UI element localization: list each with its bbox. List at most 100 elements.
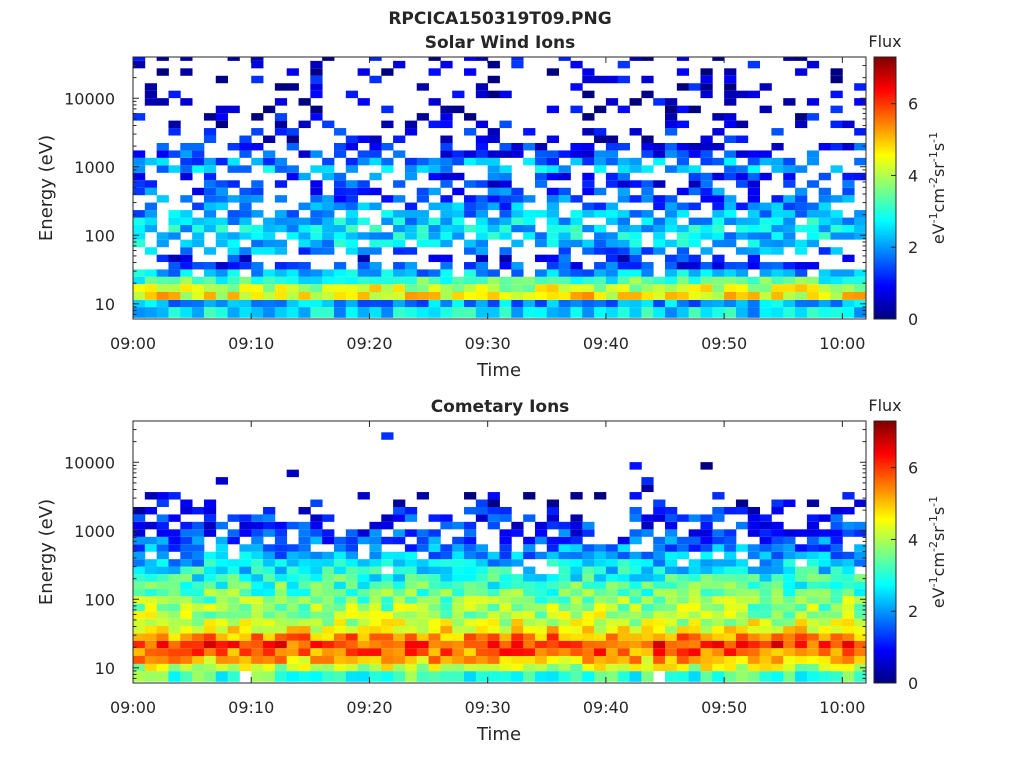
heatmap-cell [558, 671, 571, 682]
heatmap-cell [404, 165, 418, 173]
heatmap-cell [783, 232, 796, 240]
heatmap-cell [499, 566, 512, 575]
heatmap-cell [156, 640, 169, 649]
heatmap-cell [274, 640, 288, 649]
heatmap-cell [546, 656, 560, 664]
heatmap-cell [487, 187, 500, 196]
heatmap-cell [357, 671, 370, 682]
heatmap-cell [676, 574, 690, 582]
heatmap-cell [511, 618, 524, 627]
heatmap-cell [605, 581, 619, 589]
heatmap-cell [428, 157, 441, 166]
heatmap-cell [428, 596, 441, 604]
heatmap-cell [381, 514, 394, 522]
heatmap-cell [724, 120, 737, 129]
heatmap-cell [369, 247, 382, 255]
heatmap-cell [665, 239, 678, 248]
heatmap-cell [594, 559, 607, 567]
heatmap-cell [771, 499, 784, 508]
heatmap-cell [156, 611, 169, 619]
heatmap-cell [428, 633, 441, 641]
heatmap-cell [783, 292, 796, 300]
heatmap-cell [393, 566, 406, 575]
heatmap-cell [653, 559, 666, 567]
heatmap-cell [558, 284, 571, 292]
heatmap-cell [676, 626, 690, 634]
heatmap-cell [700, 292, 713, 300]
heatmap-cell [830, 217, 843, 225]
heatmap-cell [428, 536, 441, 545]
heatmap-cell [274, 671, 288, 682]
heatmap-cell [428, 656, 441, 664]
heatmap-cell [239, 307, 252, 318]
heatmap-cell [830, 671, 843, 682]
heatmap-cell [735, 135, 749, 144]
heatmap-cell [806, 633, 820, 641]
heatmap-cell [133, 529, 146, 537]
heatmap-cell [274, 165, 288, 173]
heatmap-cell [759, 648, 772, 656]
heatmap-cell [641, 596, 654, 604]
heatmap-cell [570, 663, 583, 672]
heatmap-cell [440, 135, 453, 144]
heatmap-cell [747, 232, 760, 240]
heatmap-cell [298, 276, 311, 285]
heatmap-cell [605, 143, 619, 151]
heatmap-cell [180, 663, 193, 672]
heatmap-cell [475, 269, 489, 277]
heatmap-cell [475, 120, 489, 129]
heatmap-cell [274, 239, 288, 248]
heatmap-cell [180, 165, 193, 173]
heatmap-cell [771, 269, 784, 277]
heatmap-cell [783, 626, 796, 634]
heatmap-cell [144, 626, 158, 634]
heatmap-cell [251, 276, 264, 285]
heatmap-cell [393, 217, 406, 225]
heatmap-cell [523, 492, 536, 500]
heatmap-cell [333, 262, 347, 270]
heatmap-cell [771, 551, 784, 560]
heatmap-cell [144, 217, 158, 225]
heatmap-cell [333, 187, 347, 196]
heatmap-cell [688, 83, 701, 91]
heatmap-cell [818, 299, 831, 308]
heatmap-cell [227, 626, 240, 634]
colorbar-title: Flux [868, 32, 901, 51]
heatmap-cell [499, 574, 512, 582]
heatmap-cell [404, 210, 418, 218]
heatmap-cell [665, 618, 678, 627]
heatmap-cell [274, 195, 288, 203]
heatmap-cell [133, 648, 146, 656]
heatmap-cell [487, 276, 500, 285]
heatmap-cell [274, 276, 288, 285]
heatmap-cell [156, 165, 169, 173]
heatmap-cell [534, 663, 548, 672]
heatmap-cell [357, 187, 370, 196]
heatmap-cell [712, 299, 725, 308]
heatmap-cell [747, 247, 760, 255]
heatmap-cell [310, 195, 323, 203]
heatmap-cell [546, 172, 560, 181]
heatmap-cell [759, 536, 772, 545]
heatmap-cell [688, 217, 701, 225]
heatmap-cell [570, 262, 583, 270]
heatmap-cell [523, 633, 536, 641]
heatmap-cell [570, 551, 583, 560]
heatmap-cell [629, 492, 642, 500]
heatmap-cell [428, 217, 441, 225]
heatmap-cell [641, 150, 654, 158]
heatmap-cell [180, 143, 193, 151]
heatmap-cell [783, 633, 796, 641]
heatmap-cell [369, 202, 382, 211]
heatmap-cell [641, 566, 654, 575]
heatmap-cell [700, 521, 713, 530]
heatmap-cell [735, 276, 749, 285]
heatmap-cell [286, 284, 299, 292]
heatmap-cell [511, 217, 524, 225]
heatmap-cell [404, 640, 418, 649]
heatmap-cell [665, 307, 678, 318]
heatmap-cell [475, 566, 489, 575]
heatmap-cell [534, 588, 548, 597]
heatmap-cell [381, 307, 394, 318]
heatmap-cell [310, 499, 323, 508]
